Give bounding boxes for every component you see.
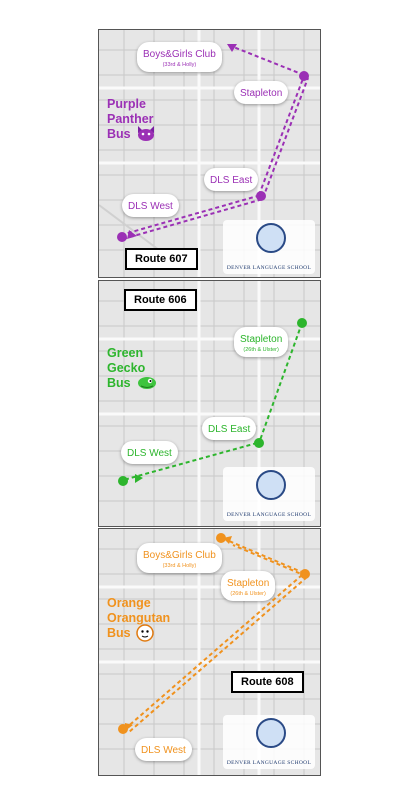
- stop-marker-dls-east: [254, 438, 264, 448]
- stop-label-dls-west: DLS West: [135, 738, 192, 761]
- stop-label-stapleton: Stapleton: [234, 81, 289, 104]
- gecko-icon: [138, 377, 156, 389]
- route-label: Route 607: [125, 248, 198, 270]
- route-607-map-panel: Boys&Girls Club (33rd & Holly) Stapleton…: [98, 29, 321, 278]
- route-label: Route 606: [124, 289, 197, 311]
- bus-name: Green Gecko Bus: [107, 346, 146, 390]
- route-606-map-panel: Route 606 Stapleton (26th & Ulster) DLS …: [98, 280, 321, 527]
- bus-name: Purple Panther Bus: [107, 97, 154, 141]
- stop-marker-stapleton: [297, 318, 307, 328]
- stop-label-dls-west: DLS West: [121, 441, 178, 464]
- school-logo: DENVER LANGUAGE SCHOOL: [223, 715, 315, 769]
- stop-label-dls-east: DLS East: [202, 417, 257, 440]
- monkey-face-icon: [136, 624, 154, 642]
- stop-marker-boys-girls-club: [216, 533, 226, 543]
- school-seal-icon: [256, 718, 286, 748]
- stop-marker-dls-east: [256, 191, 266, 201]
- stop-label-dls-west: DLS West: [122, 194, 179, 217]
- stop-label-stapleton: Stapleton (26th & Ulster): [221, 571, 276, 601]
- stop-marker-dls-west: [118, 724, 128, 734]
- school-seal-icon: [256, 470, 286, 500]
- stop-label-boys-girls-club: Boys&Girls Club (33rd & Holly): [137, 42, 222, 72]
- school-logo: DENVER LANGUAGE SCHOOL: [223, 220, 315, 274]
- stop-label-boys-girls-club: Boys&Girls Club (33rd & Holly): [137, 543, 222, 573]
- stop-marker-stapleton: [300, 569, 310, 579]
- school-logo: DENVER LANGUAGE SCHOOL: [223, 467, 315, 521]
- bus-name: Orange Orangutan Bus: [107, 596, 171, 640]
- stop-label-stapleton: Stapleton (26th & Ulster): [234, 327, 289, 357]
- stop-marker-stapleton: [299, 71, 309, 81]
- route-608-map-panel: Boys&Girls Club (33rd & Holly) Stapleton…: [98, 528, 321, 776]
- cat-face-icon: [138, 126, 154, 141]
- stop-marker-dls-west: [118, 476, 128, 486]
- stop-marker-dls-west: [117, 232, 127, 242]
- school-seal-icon: [256, 223, 286, 253]
- route-label: Route 608: [231, 671, 304, 693]
- stop-label-dls-east: DLS East: [204, 168, 259, 191]
